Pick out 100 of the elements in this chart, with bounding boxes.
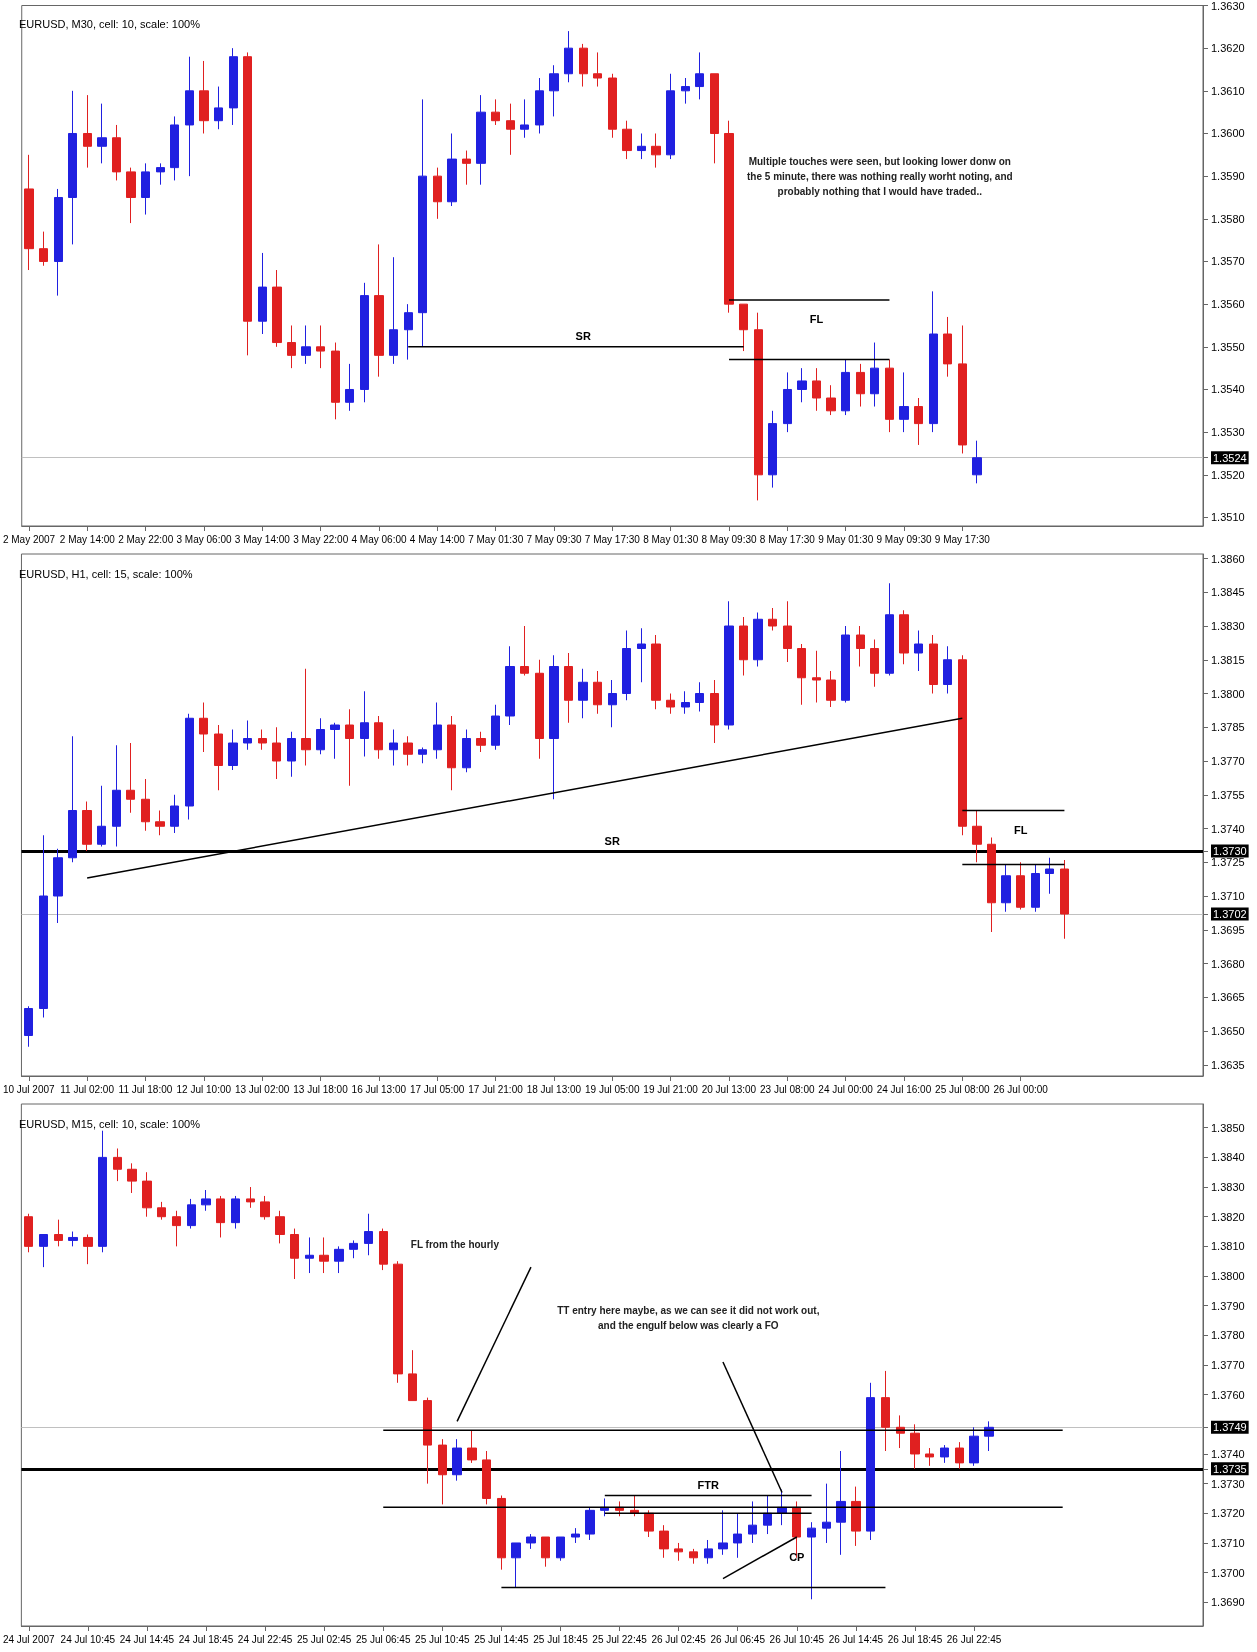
x-tick-label: 9 May 01:30 <box>818 533 874 545</box>
y-tick-label: 1.3740 <box>1211 822 1245 835</box>
y-tick-label: 1.3710 <box>1211 1536 1245 1549</box>
x-tick-label: 24 Jul 10:45 <box>60 1633 116 1645</box>
y-tick-label: 1.3840 <box>1211 1151 1245 1164</box>
y-tick-label: 1.3560 <box>1211 298 1245 311</box>
x-tick-label: 26 Jul 18:45 <box>887 1633 943 1645</box>
x-tick-label: 7 May 17:30 <box>584 533 641 545</box>
x-tick-label: 25 Jul 22:45 <box>592 1633 648 1645</box>
x-tick-label: 24 Jul 14:45 <box>119 1633 175 1645</box>
y-tick-label: 1.3665 <box>1211 991 1245 1004</box>
x-tick-label: 24 Jul 18:45 <box>178 1633 234 1645</box>
x-tick-label: 11 Jul 18:00 <box>118 1083 173 1095</box>
annotation: FL from the hourly <box>410 1239 500 1251</box>
y-tick-label: 1.3520 <box>1211 468 1245 481</box>
x-tick-label: 23 Jul 08:00 <box>760 1083 815 1095</box>
x-tick-label: 9 May 17:30 <box>934 533 991 545</box>
x-tick-label: 2 May 2007 <box>2 533 56 545</box>
y-tick-label: 1.3830 <box>1211 620 1245 632</box>
y-tick-label: 1.3690 <box>1211 1596 1245 1609</box>
x-tick-label: 7 May 09:30 <box>526 533 582 545</box>
text: EURUSD, M15, cell: 10, scale: 100% <box>19 1117 201 1130</box>
annotation: TT entry here maybe, as we can see it did not work out, and the engulf below was clearly a FO <box>557 1305 820 1332</box>
y-tick-label: 1.3755 <box>1211 788 1245 801</box>
y-tick-label: 1.3770 <box>1211 1359 1245 1371</box>
y-tick-label: 1.3810 <box>1211 1240 1245 1253</box>
x-tick-label: 26 Jul 22:45 <box>946 1633 1002 1645</box>
series-label: SR <box>575 330 591 343</box>
x-tick-label: 11 Jul 02:00 <box>60 1083 115 1095</box>
x-tick-label: 26 Jul 14:45 <box>828 1633 884 1645</box>
y-tick-label: 1.3820 <box>1211 1210 1245 1223</box>
x-tick-label: 18 Jul 13:00 <box>526 1083 582 1095</box>
y-tick-label: 1.3780 <box>1211 1329 1245 1342</box>
y-tick-label: 1.3749 <box>1213 1421 1247 1434</box>
x-tick-label: 25 Jul 06:45 <box>356 1633 411 1645</box>
text: EURUSD, M30, cell: 10, scale: 100% <box>19 17 201 30</box>
y-tick-label: 1.3695 <box>1211 923 1245 936</box>
x-tick-label: 8 May 01:30 <box>643 533 699 545</box>
x-tick-label: 24 Jul 22:45 <box>237 1633 293 1645</box>
x-tick-label: 13 Jul 18:00 <box>293 1083 349 1095</box>
series-label: CP <box>789 1550 805 1563</box>
x-tick-label: 2 May 14:00 <box>59 533 116 545</box>
x-tick-label: 12 Jul 10:00 <box>176 1083 232 1095</box>
y-tick-label: 1.3650 <box>1211 1025 1245 1037</box>
x-tick-label: 25 Jul 18:45 <box>533 1633 589 1645</box>
y-tick-label: 1.3524 <box>1213 451 1247 464</box>
y-tick-label: 1.3530 <box>1211 426 1245 439</box>
y-tick-label: 1.3740 <box>1211 1447 1245 1460</box>
x-tick-label: 3 May 06:00 <box>176 533 232 545</box>
y-tick-label: 1.3680 <box>1211 957 1245 970</box>
x-tick-label: 13 Jul 02:00 <box>234 1083 290 1095</box>
y-tick-label: 1.3570 <box>1211 255 1245 268</box>
y-tick-label: 1.3630 <box>1211 0 1245 12</box>
y-tick-label: 1.3610 <box>1211 84 1245 97</box>
y-tick-label: 1.3860 <box>1211 552 1245 565</box>
series-label: FL <box>809 313 824 326</box>
y-tick-label: 1.3550 <box>1211 340 1245 353</box>
y-tick-label: 1.3702 <box>1213 908 1247 920</box>
series-label: FTR <box>697 1479 719 1491</box>
x-tick-label: 24 Jul 2007 <box>2 1633 56 1645</box>
x-tick-label: 4 May 06:00 <box>351 533 407 545</box>
y-tick-label: 1.3785 <box>1211 721 1245 734</box>
y-tick-label: 1.3510 <box>1211 511 1245 524</box>
series-label: FL <box>1013 824 1028 836</box>
y-tick-label: 1.3580 <box>1211 212 1245 225</box>
y-tick-label: 1.3735 <box>1213 1462 1247 1475</box>
y-tick-label: 1.3845 <box>1211 586 1245 599</box>
x-tick-label: 17 Jul 21:00 <box>468 1083 524 1095</box>
y-tick-label: 1.3700 <box>1211 1566 1245 1579</box>
x-tick-label: 25 Jul 02:45 <box>296 1633 352 1645</box>
y-tick-label: 1.3800 <box>1211 1270 1245 1283</box>
annotation: Multiple touches were seen, but looking lower donw on the 5 minute, there was nothing really worht noting, and probably nothing that I would have traded.. <box>747 155 1013 197</box>
x-tick-label: 16 Jul 13:00 <box>351 1083 407 1095</box>
y-tick-label: 1.3850 <box>1211 1121 1245 1134</box>
y-tick-label: 1.3830 <box>1211 1181 1245 1194</box>
y-tick-label: 1.3815 <box>1211 653 1245 666</box>
y-tick-label: 1.3725 <box>1211 856 1245 869</box>
y-tick-label: 1.3800 <box>1211 687 1245 700</box>
y-tick-label: 1.3600 <box>1211 127 1245 140</box>
ref-line-label: SR <box>604 834 620 847</box>
x-tick-label: 24 Jul 00:00 <box>818 1083 874 1095</box>
y-tick-label: 1.3770 <box>1211 755 1245 767</box>
x-tick-label: 3 May 14:00 <box>234 533 291 545</box>
x-tick-label: 20 Jul 13:00 <box>701 1083 757 1095</box>
y-tick-label: 1.3720 <box>1211 1507 1245 1520</box>
y-tick-label: 1.3790 <box>1211 1299 1245 1312</box>
x-tick-label: 26 Jul 02:45 <box>651 1633 707 1645</box>
y-tick-label: 1.3540 <box>1211 383 1245 396</box>
x-tick-label: 26 Jul 00:00 <box>993 1083 1049 1095</box>
y-tick-label: 1.3760 <box>1211 1388 1245 1401</box>
x-tick-label: 8 May 09:30 <box>701 533 757 545</box>
x-tick-label: 19 Jul 05:00 <box>584 1083 640 1095</box>
x-tick-label: 26 Jul 10:45 <box>769 1633 825 1645</box>
y-tick-label: 1.3635 <box>1211 1058 1245 1071</box>
x-tick-label: 8 May 17:30 <box>759 533 816 545</box>
y-tick-label: 1.3730 <box>1211 1477 1245 1490</box>
x-tick-label: 7 May 01:30 <box>468 533 524 545</box>
x-tick-label: 25 Jul 08:00 <box>935 1083 990 1095</box>
y-tick-label: 1.3620 <box>1211 42 1245 55</box>
x-tick-label: 2 May 22:00 <box>118 533 174 545</box>
